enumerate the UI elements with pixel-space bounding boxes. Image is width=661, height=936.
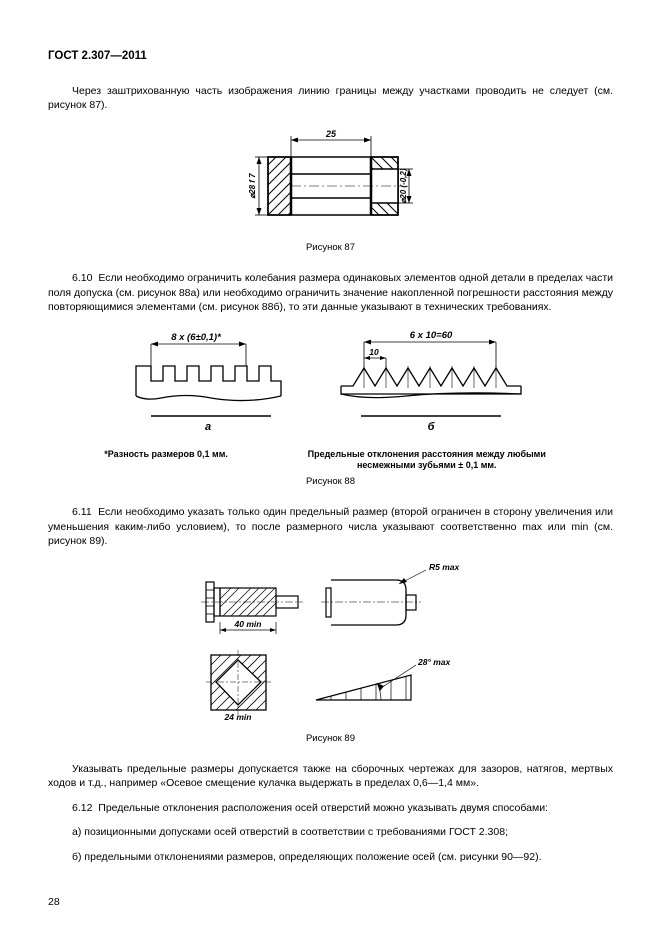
section-num-6-10: 6.10	[72, 272, 92, 284]
document-header: ГОСТ 2.307—2011	[48, 50, 613, 62]
paragraph-intro-87: Через заштрихованную часть изображения л…	[48, 84, 613, 112]
figure-88-caption: Рисунок 88	[48, 476, 613, 487]
paragraph-6-11: 6.11 Если необходимо указать только один…	[48, 505, 613, 548]
paragraph-post-89: Указывать предельные размеры допускается…	[48, 762, 613, 790]
fig89-block: R5 max	[321, 562, 461, 625]
section-num-6-12: 6.12	[72, 802, 92, 814]
figure-87: 25	[48, 124, 613, 234]
dim-top: 25	[325, 129, 337, 139]
page: ГОСТ 2.307—2011 Через заштрихованную час…	[0, 0, 661, 936]
dim-b-top: 6 x 10=60	[409, 330, 452, 341]
paragraph-6-10-text: Если необходимо ограничить колебания раз…	[48, 272, 613, 312]
figure-88-svg: 8 x (6±0,1)* а 6 x 10=60	[116, 326, 546, 436]
dim-right: ⌀20 (-0,2)	[399, 168, 408, 203]
label-b: б	[427, 421, 435, 433]
dim-r5: R5 max	[429, 562, 461, 572]
paragraph-6-12-a: а) позиционными допусками осей отверстий…	[48, 825, 613, 839]
fig89-square: 24 min	[206, 650, 271, 720]
paragraph-6-10: 6.10 Если необходимо ограничить колебани…	[48, 271, 613, 314]
figure-89-svg: 40 min R5 max	[181, 560, 481, 720]
dim-40min: 40 min	[233, 619, 261, 629]
paragraph-6-12-b: б) предельными отклонениями размеров, оп…	[48, 850, 613, 864]
figure-89-caption: Рисунок 89	[48, 733, 613, 744]
dim-angle: 28° max	[417, 657, 452, 667]
figure-89: 40 min R5 max	[48, 560, 613, 725]
fig88-part-b: 6 x 10=60 10	[341, 330, 521, 433]
page-number: 28	[48, 896, 60, 908]
paragraph-6-12-text: Предельные отклонения расположения осей …	[98, 802, 548, 814]
fig88-note-right: Предельные отклонения расстояния между л…	[297, 449, 557, 471]
figure-88: 8 x (6±0,1)* а 6 x 10=60	[48, 326, 613, 441]
section-num-6-11: 6.11	[72, 506, 92, 518]
label-a: а	[204, 421, 210, 433]
dim-24min: 24 min	[223, 712, 251, 720]
figure-88-notes: *Разность размеров 0,1 мм. Предельные от…	[48, 449, 613, 471]
fig88-part-a: 8 x (6±0,1)* а	[136, 332, 281, 433]
hatch-left	[268, 157, 291, 215]
paragraph-6-11-text: Если необходимо указать только один пред…	[48, 506, 613, 546]
figure-87-caption: Рисунок 87	[48, 242, 613, 253]
paragraph-6-12: 6.12 Предельные отклонения расположения …	[48, 801, 613, 815]
dim-left: ⌀28 f 7	[248, 173, 257, 199]
fig89-shaft: 40 min	[201, 582, 303, 634]
dim-b-sub: 10	[369, 347, 379, 357]
figure-87-svg: 25	[233, 124, 428, 229]
dim-a: 8 x (6±0,1)*	[171, 332, 222, 343]
fig89-angle: 28° max	[316, 657, 452, 700]
fig88-note-left: *Разность размеров 0,1 мм.	[104, 449, 294, 459]
